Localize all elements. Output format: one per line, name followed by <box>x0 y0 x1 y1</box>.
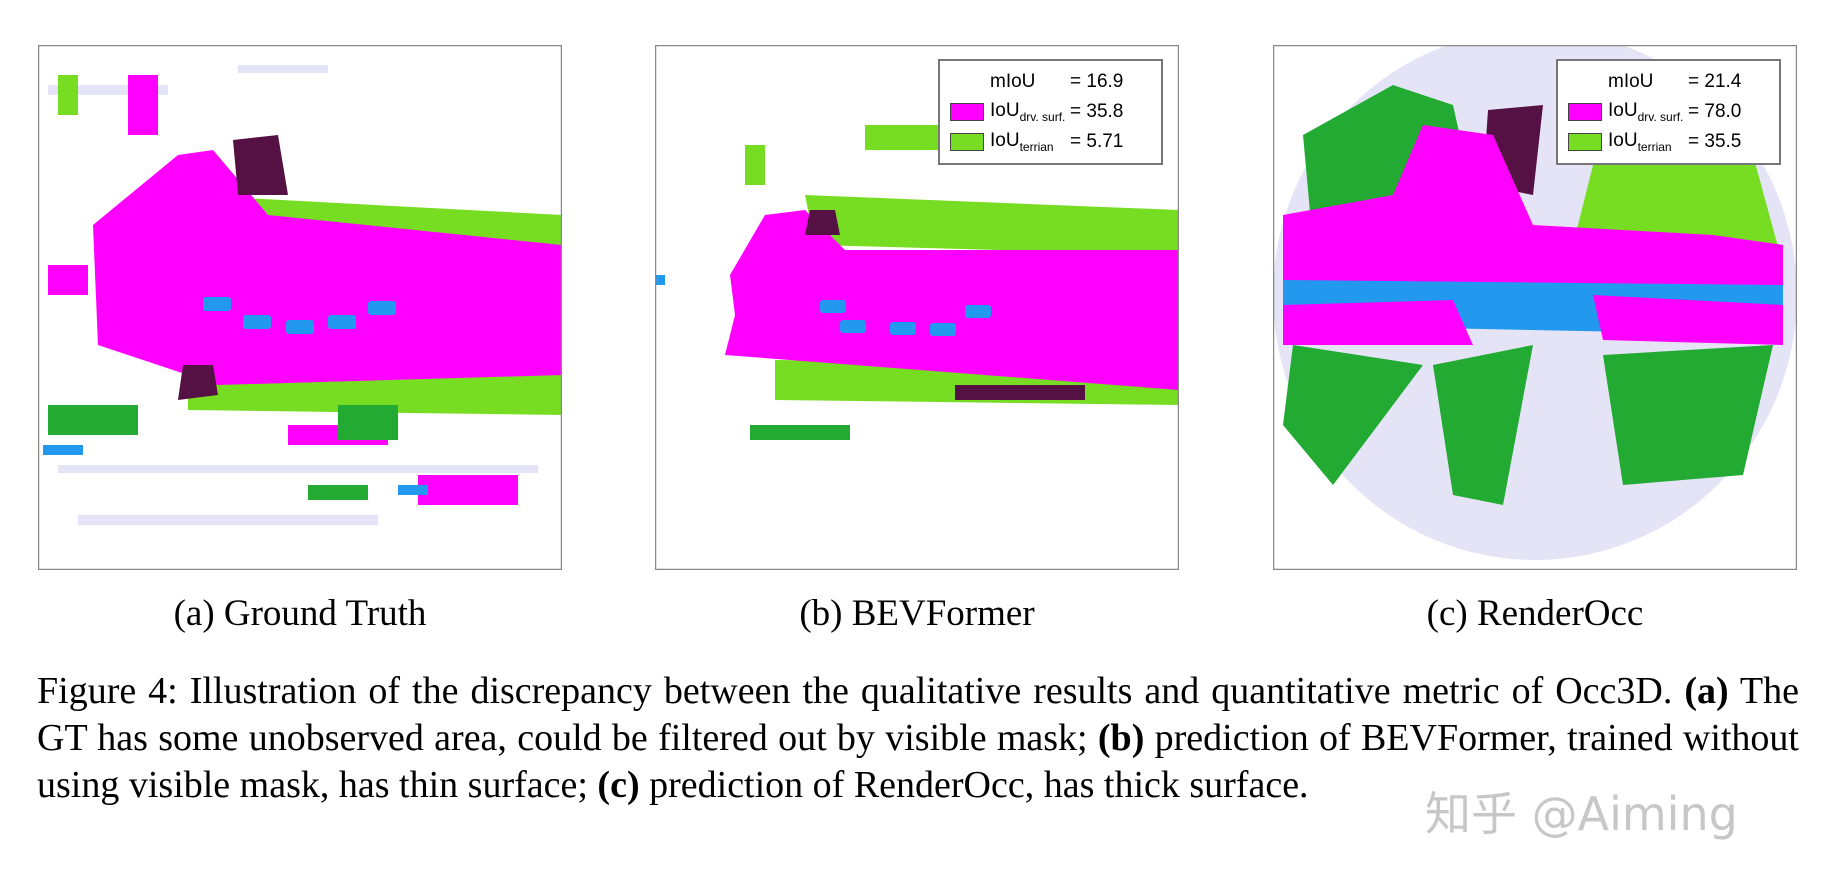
car <box>203 297 231 311</box>
legend-swatch <box>950 103 984 121</box>
legend-swatch <box>1568 133 1602 151</box>
panel-border <box>1273 45 1797 570</box>
caption-segment: prediction of BEVFormer, trained without… <box>37 717 1799 806</box>
class-blob <box>43 445 83 455</box>
scene <box>1273 45 1797 570</box>
vegetation <box>178 365 218 400</box>
legend-row: mIoU = 21.4 <box>1568 67 1769 97</box>
legend-subscript: drv. surf. <box>1019 109 1066 124</box>
car <box>930 323 956 336</box>
car <box>368 301 396 315</box>
legend-value: = 78.0 <box>1688 101 1742 122</box>
legend-swatch <box>1568 103 1602 121</box>
car <box>965 305 991 318</box>
class-blob <box>58 75 78 115</box>
class-blob <box>48 405 138 435</box>
legend-label: IoUdrv. surf. <box>990 100 1070 124</box>
legend-label-text: IoU <box>990 100 1020 122</box>
legend-label-text: mIoU <box>1608 71 1654 92</box>
panel <box>38 45 562 570</box>
road <box>1593 295 1783 345</box>
class-blob <box>955 385 1085 400</box>
watermark: 知乎 @Aiming <box>1425 787 1738 841</box>
subfigure-caption: (c) RenderOcc <box>1426 593 1644 634</box>
panel-image <box>1273 45 1797 570</box>
car <box>243 315 271 329</box>
road <box>93 150 562 385</box>
vegetation <box>1433 345 1533 505</box>
vegetation <box>233 135 288 195</box>
class-blob <box>750 425 850 440</box>
legend-label: IoUdrv. surf. <box>1608 100 1688 124</box>
legend-label-text: IoU <box>1608 100 1638 122</box>
subfigure-caption: (b) BEVFormer <box>799 593 1035 634</box>
legend-label: mIoU <box>990 71 1070 93</box>
panel-image <box>38 45 562 570</box>
car <box>840 320 866 333</box>
unobserved <box>58 465 538 473</box>
legend-row: mIoU = 16.9 <box>950 67 1151 97</box>
class-blob <box>338 405 398 440</box>
legend-label-text: mIoU <box>990 71 1036 92</box>
panel-border <box>38 45 562 570</box>
car <box>286 320 314 334</box>
class-blob <box>398 485 428 495</box>
car <box>820 300 846 313</box>
caption-segment: (b) <box>1097 717 1145 759</box>
car <box>890 322 916 335</box>
legend-label-text: IoU <box>1608 130 1638 152</box>
legend-subscript: terrian <box>1019 139 1054 154</box>
panel-border <box>655 45 1179 570</box>
unobserved <box>48 85 168 95</box>
class-blob <box>418 475 518 505</box>
road <box>725 210 1179 390</box>
legend-label: mIoU <box>1608 71 1688 93</box>
unobserved <box>78 515 378 525</box>
legend-subscript: drv. surf. <box>1637 109 1684 124</box>
legend-subscript: terrian <box>1637 139 1672 154</box>
scene <box>38 45 562 570</box>
class-blob <box>655 275 665 285</box>
legend-row: IoUterrian = 35.5 <box>1568 127 1769 157</box>
unobserved <box>238 65 328 73</box>
caption-segment: Figure 4: Illustration of the discrepanc… <box>37 670 1685 712</box>
class-blob <box>308 485 368 500</box>
legend-label: IoUterrian <box>990 130 1070 154</box>
legend-value: = 35.8 <box>1070 101 1124 122</box>
road <box>1283 125 1783 285</box>
legend-row: IoUdrv. surf. = 78.0 <box>1568 97 1769 127</box>
legend-label-text: IoU <box>990 130 1020 152</box>
figure-caption: Figure 4: Illustration of the discrepanc… <box>37 668 1799 809</box>
vegetation <box>805 210 840 235</box>
legend-swatch <box>950 133 984 151</box>
road <box>1283 300 1473 345</box>
car <box>328 315 356 329</box>
legend-row: IoUdrv. surf. = 35.8 <box>950 97 1151 127</box>
caption-segment: The GT has some unobserved area, could b… <box>37 670 1799 759</box>
terrain <box>805 195 1179 255</box>
subfigure-caption: (a) Ground Truth <box>173 593 427 634</box>
caption-segment: (a) <box>1684 670 1729 712</box>
panel: mIoU = 21.4 IoUdrv. surf. = 78.0 IoUterrian =… <box>1273 45 1797 570</box>
caption-segment: prediction of RenderOcc, has thick surfa… <box>639 764 1309 806</box>
class-blob <box>745 145 765 185</box>
legend: mIoU = 16.9 IoUdrv. surf. = 35.8 IoUterrian =… <box>938 59 1163 165</box>
vegetation <box>1603 345 1773 485</box>
legend-row: IoUterrian = 5.71 <box>950 127 1151 157</box>
class-blob <box>128 75 158 135</box>
legend-label: IoUterrian <box>1608 130 1688 154</box>
legend-value: = 16.9 <box>1070 71 1124 92</box>
vegetation <box>1283 345 1423 485</box>
legend: mIoU = 21.4 IoUdrv. surf. = 78.0 IoUterrian =… <box>1556 59 1781 165</box>
class-blob <box>48 265 88 295</box>
legend-value: = 21.4 <box>1688 71 1742 92</box>
caption-segment: (c) <box>597 764 640 806</box>
legend-value: = 5.71 <box>1070 131 1124 152</box>
legend-value: = 35.5 <box>1688 131 1742 152</box>
panel: mIoU = 16.9 IoUdrv. surf. = 35.8 IoUterrian =… <box>655 45 1179 570</box>
